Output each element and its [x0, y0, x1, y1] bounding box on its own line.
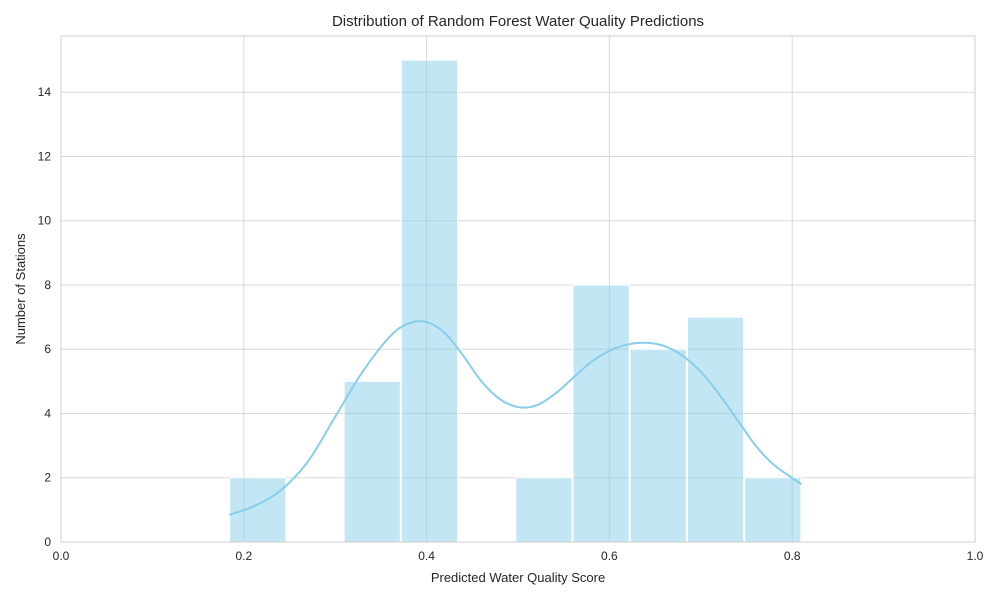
y-tick-label: 4 [44, 406, 51, 420]
x-tick-label: 0.4 [418, 549, 435, 563]
histogram-bar [229, 477, 287, 543]
histogram-bar [515, 477, 573, 543]
x-tick-label: 1.0 [967, 549, 984, 563]
histogram-bar [400, 59, 459, 543]
y-tick-label: 2 [44, 471, 51, 485]
x-axis-label: Predicted Water Quality Score [431, 570, 605, 585]
y-tick-label: 0 [44, 535, 51, 549]
y-tick-label: 10 [38, 214, 52, 228]
grid-layer [60, 36, 976, 543]
histogram-bar [343, 380, 401, 543]
kde-layer [228, 320, 802, 516]
kde-curve [228, 320, 802, 516]
histogram-bar [686, 316, 745, 543]
x-tick-label: 0.8 [784, 549, 801, 563]
y-tick-label: 6 [44, 342, 51, 356]
y-axis-label: Number of Stations [13, 233, 28, 345]
tick-layer: 0.0 0.2 0.4 0.6 0.8 1.0 0 2 4 6 8 10 12 14 [38, 85, 984, 563]
histogram-bar [629, 348, 687, 543]
histogram-bar [744, 477, 802, 543]
x-tick-label: 0.2 [235, 549, 252, 563]
histogram-bar [572, 284, 630, 543]
y-tick-label: 14 [38, 85, 52, 99]
y-tick-label: 12 [38, 149, 52, 163]
x-tick-label: 0.6 [601, 549, 618, 563]
x-tick-label: 0.0 [53, 549, 70, 563]
bar-layer [229, 59, 802, 543]
chart-title: Distribution of Random Forest Water Qual… [332, 13, 704, 30]
plot-frame [60, 35, 976, 543]
y-tick-label: 8 [44, 278, 51, 292]
